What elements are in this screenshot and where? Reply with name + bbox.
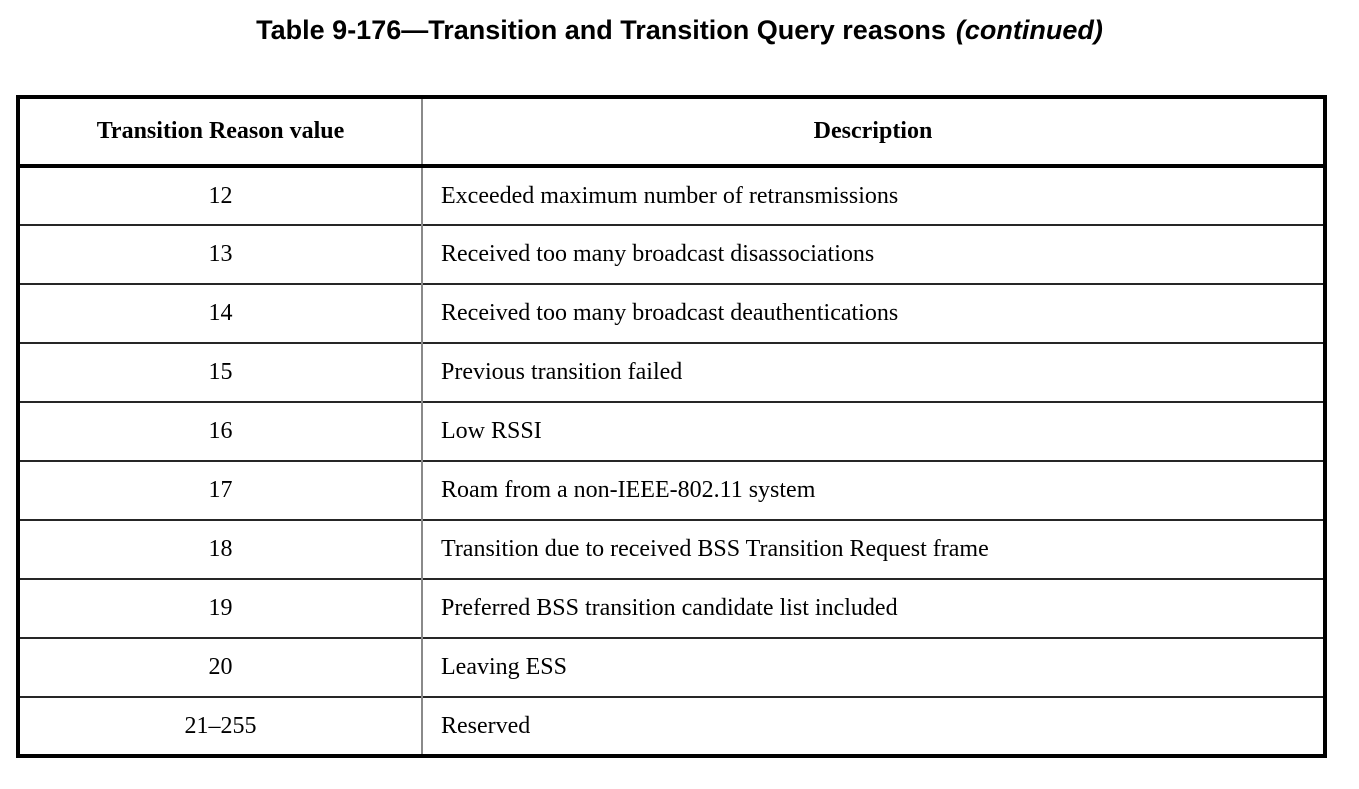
reason-value-cell: 12 — [208, 182, 233, 209]
page-title: Table 9-176—Transition and Transition Qu… — [0, 14, 1359, 46]
column-header-reason-value: Transition Reason value — [18, 97, 422, 168]
table-header-row: Transition Reason value Description — [18, 97, 1325, 168]
table-row: 13 Received too many broadcast disassoci… — [18, 224, 1325, 284]
table-row: 17 Roam from a non-IEEE-802.11 system — [18, 460, 1325, 520]
description-cell: Preferred BSS transition candidate list … — [421, 578, 1325, 638]
table-title-text: Table 9-176—Transition and Transition Qu… — [256, 15, 946, 45]
reason-value-cell: 16 — [18, 401, 422, 461]
reason-value-cell: 21–255 — [18, 696, 422, 756]
table-row: 16 Low RSSI — [18, 401, 1325, 461]
table-row: 15 Previous transition failed — [18, 342, 1325, 402]
reason-value-cell: 19 — [18, 578, 422, 638]
reason-value-cell: 20 — [18, 637, 422, 697]
table-row: 19 Preferred BSS transition candidate li… — [18, 578, 1325, 638]
reason-value-cell: 14 — [18, 283, 422, 343]
description-cell: Transition due to received BSS Transitio… — [421, 519, 1325, 579]
description-cell: Previous transition failed — [421, 342, 1325, 402]
table-row: 20 Leaving ESS — [18, 637, 1325, 697]
description-cell: Received too many broadcast disassociati… — [421, 224, 1325, 284]
transition-reasons-table: Transition Reason value Description 12 E… — [16, 95, 1327, 758]
description-cell: Exceeded maximum number of retransmissio… — [421, 166, 1325, 225]
description-cell: Roam from a non-IEEE-802.11 system — [421, 460, 1325, 520]
table-row: 18 Transition due to received BSS Transi… — [18, 519, 1325, 579]
reason-value-cell: 15 — [18, 342, 422, 402]
description-cell: Low RSSI — [421, 401, 1325, 461]
column-header-description: Description — [421, 97, 1325, 168]
description-cell: Reserved — [421, 696, 1325, 756]
description-cell: Received too many broadcast deauthentica… — [421, 283, 1325, 343]
table-row: 12 Exceeded maximum number of retransmis… — [18, 166, 1325, 225]
table-row: 21–255 Reserved — [18, 696, 1325, 756]
reason-value-cell: 18 — [18, 519, 422, 579]
table-title-continued: (continued) — [955, 15, 1103, 45]
table-row: 14 Received too many broadcast deauthent… — [18, 283, 1325, 343]
description-cell: Leaving ESS — [421, 637, 1325, 697]
reason-value-cell: 17 — [18, 460, 422, 520]
reason-value-cell: 13 — [18, 224, 422, 284]
